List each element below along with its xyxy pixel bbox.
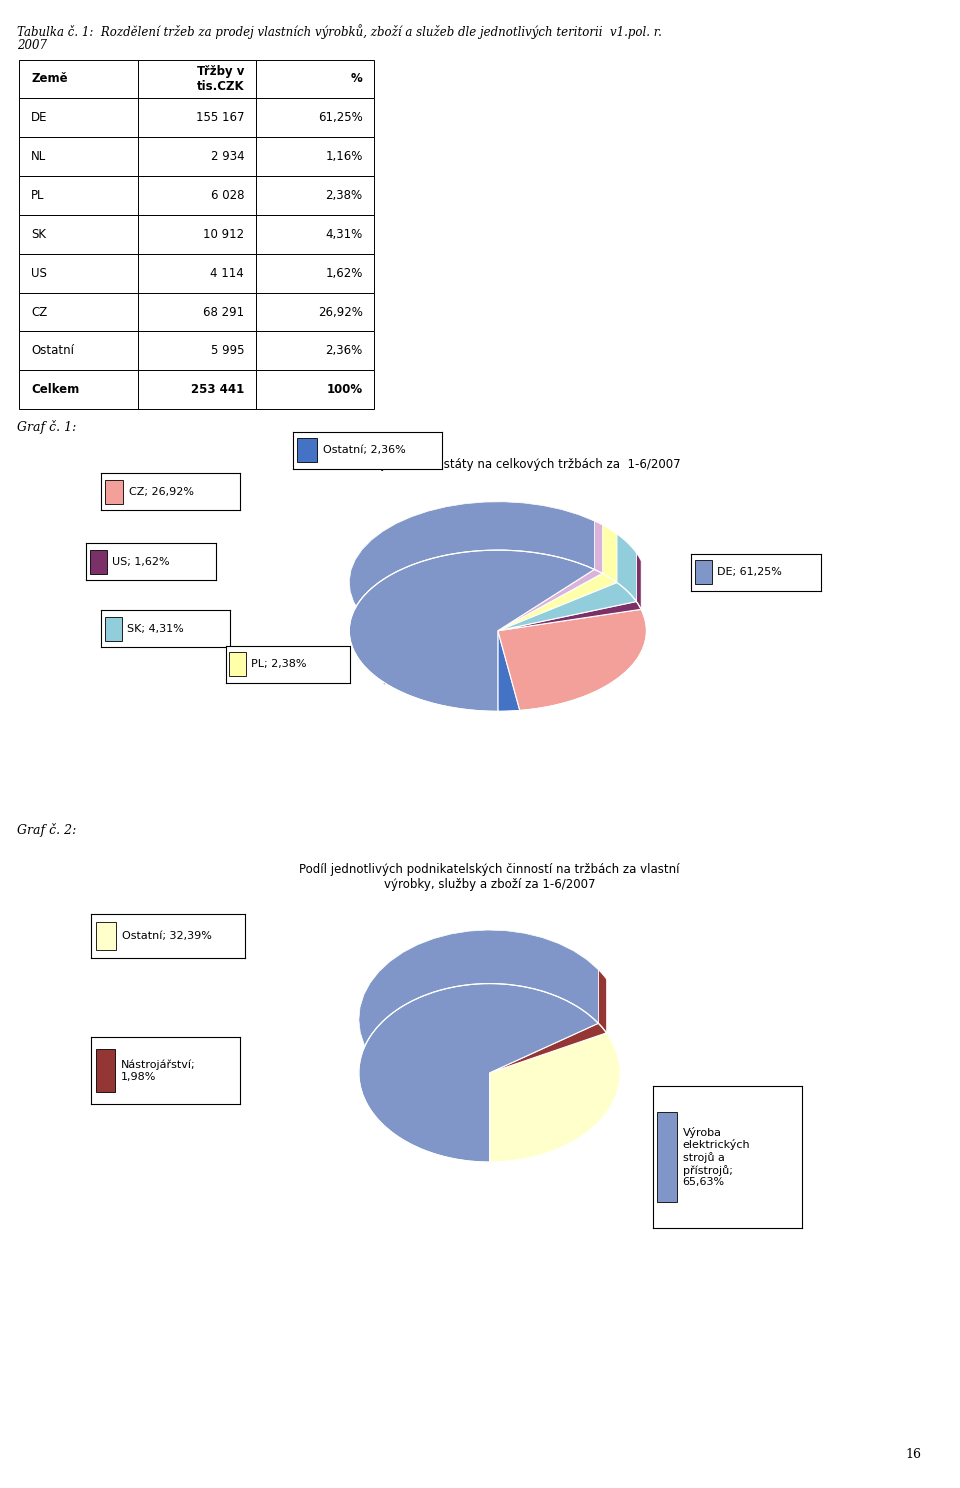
Text: Graf č. 1:: Graf č. 1: [17,420,77,433]
Text: PL; 2,38%: PL; 2,38% [251,659,306,670]
Text: US; 1,62%: US; 1,62% [112,557,170,567]
FancyBboxPatch shape [90,549,108,573]
Text: 2007: 2007 [17,39,47,52]
Text: Tabulka č. 1:  Rozdělení tržeb za prodej vlastních výrobků, zboží a služeb dle j: Tabulka č. 1: Rozdělení tržeb za prodej … [17,24,662,39]
FancyBboxPatch shape [388,652,404,676]
FancyBboxPatch shape [96,921,116,951]
Text: Podíl jednotlivých podnikatelských činností na tržbách za vlastní
výrobky, služb: Podíl jednotlivých podnikatelských činno… [300,863,680,891]
FancyBboxPatch shape [298,437,317,461]
Text: SK; 4,31%: SK; 4,31% [127,623,183,634]
Text: Výroba
elektrických
strojů a
přístrojů;
65,63%: Výroba elektrických strojů a přístrojů; … [683,1126,750,1187]
FancyBboxPatch shape [695,559,712,583]
Text: Nástrojářství;
1,98%: Nástrojářství; 1,98% [121,1059,196,1082]
FancyBboxPatch shape [105,479,123,503]
FancyBboxPatch shape [229,652,246,676]
Text: Ostatní; 2,36%: Ostatní; 2,36% [323,445,405,455]
Text: 16: 16 [905,1448,922,1461]
Text: DE; 61,25%: DE; 61,25% [717,567,782,577]
Text: NL; 1,16%: NL; 1,16% [409,659,466,670]
FancyBboxPatch shape [96,1049,115,1092]
Text: Graf č. 2:: Graf č. 2: [17,823,77,836]
Text: Ostatní; 32,39%: Ostatní; 32,39% [122,931,212,940]
FancyBboxPatch shape [658,1112,677,1202]
Text: Podíl tržeb za jednotlivé státy na celkových tržbách za  1-6/2007: Podíl tržeb za jednotlivé státy na celko… [299,458,681,472]
Text: CZ; 26,92%: CZ; 26,92% [129,487,194,497]
FancyBboxPatch shape [105,616,122,640]
